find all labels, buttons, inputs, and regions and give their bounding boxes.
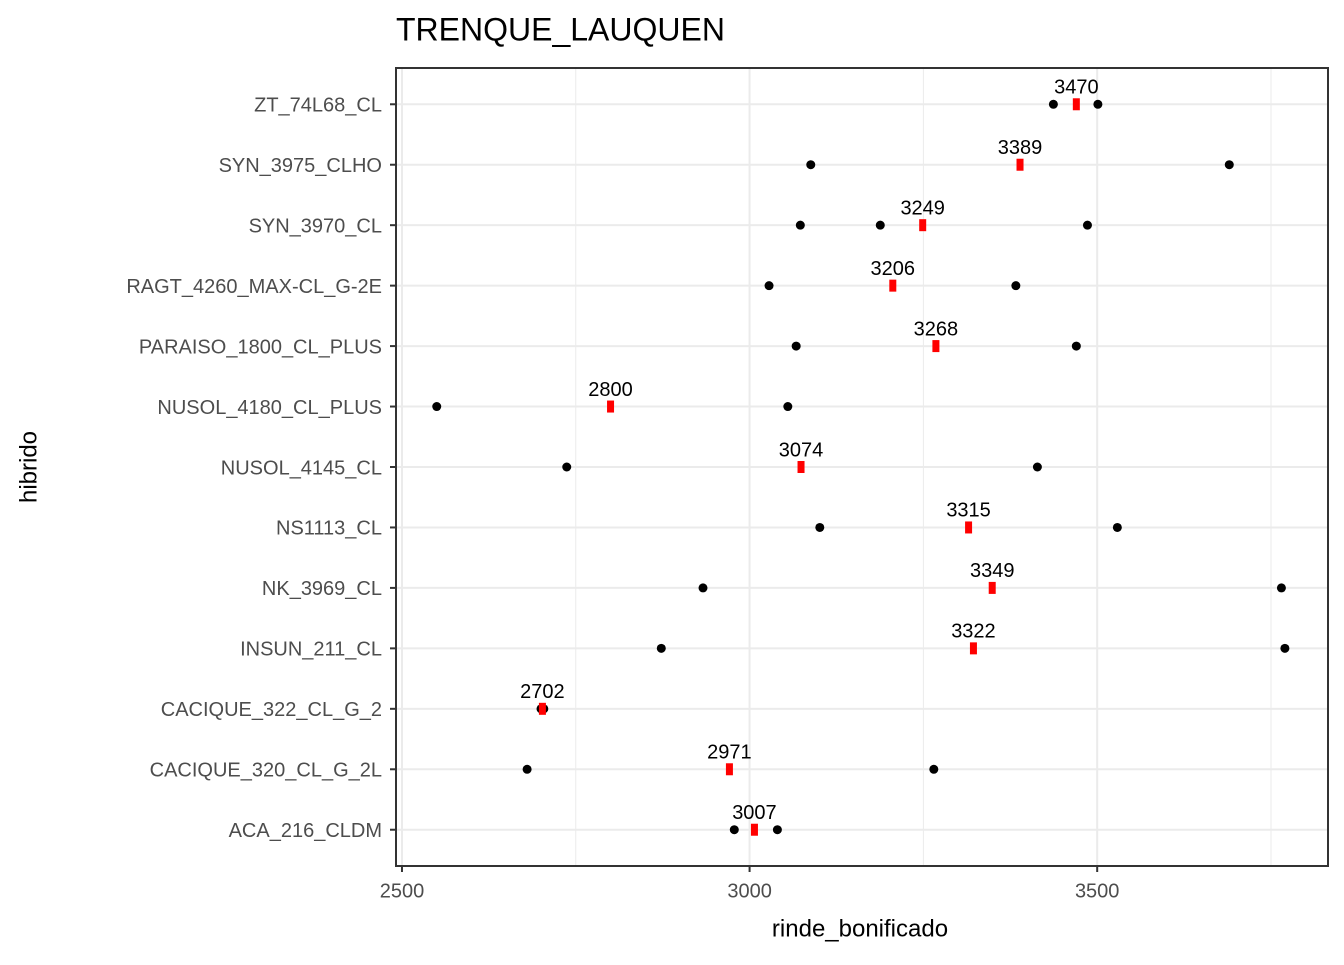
observation-point: [1032, 462, 1042, 472]
mean-label: 2702: [520, 681, 565, 703]
observation-point: [1071, 341, 1081, 351]
y-tick-label: ACA_216_CLDM: [229, 820, 382, 842]
y-axis-title: hibrido: [15, 431, 42, 503]
y-tick-label: NK_3969_CL: [262, 578, 382, 600]
mean-label: 3349: [970, 560, 1015, 582]
observation-point: [764, 281, 774, 291]
observation-point: [1112, 522, 1122, 532]
chart-title: TRENQUE_LAUQUEN: [396, 11, 725, 47]
observation-point: [806, 160, 816, 170]
observation-point: [1082, 220, 1092, 230]
mean-mark: [965, 521, 973, 534]
mean-mark: [969, 642, 977, 655]
x-axis-title: rinde_bonificado: [772, 915, 948, 942]
observation-point: [1011, 281, 1021, 291]
mean-label: 2971: [707, 742, 752, 764]
y-tick-label: CACIQUE_320_CL_G_2L: [150, 760, 382, 782]
mean-mark: [1016, 158, 1024, 171]
mean-label: 3206: [871, 258, 916, 280]
mean-mark: [889, 279, 897, 292]
observation-point: [783, 402, 793, 412]
observation-point: [656, 643, 666, 653]
observation-point: [1276, 583, 1286, 593]
y-tick-label: INSUN_211_CL: [240, 639, 382, 661]
mean-label: 2800: [588, 379, 633, 401]
y-tick-label: ZT_74L68_CL: [254, 95, 382, 117]
mean-mark: [919, 219, 927, 232]
mean-label: 3322: [951, 621, 996, 643]
y-tick-label: NUSOL_4145_CL: [221, 457, 382, 479]
mean-mark: [1072, 98, 1080, 111]
mean-label: 3389: [998, 137, 1043, 159]
observation-point: [875, 220, 885, 230]
mean-label: 3470: [1054, 77, 1099, 99]
observation-point: [1093, 99, 1103, 109]
y-tick-label: CACIQUE_322_CL_G_2: [161, 699, 382, 721]
observation-point: [795, 220, 805, 230]
observation-point: [1224, 160, 1234, 170]
mean-label: 3315: [946, 500, 991, 522]
y-tick-label: PARAISO_1800_CL_PLUS: [139, 336, 382, 358]
mean-label: 3007: [732, 802, 777, 824]
mean-mark: [607, 400, 615, 413]
observation-point: [729, 825, 739, 835]
x-tick-label: 2500: [380, 880, 425, 902]
y-tick-label: NUSOL_4180_CL_PLUS: [157, 397, 382, 419]
panel-border: [395, 67, 1329, 867]
x-tick-label: 3000: [727, 880, 772, 902]
mean-label: 3268: [914, 318, 959, 340]
observation-point: [815, 522, 825, 532]
observation-point: [1280, 643, 1290, 653]
y-tick-label: NS1113_CL: [276, 518, 382, 540]
observation-point: [1048, 99, 1058, 109]
mean-mark: [988, 581, 996, 594]
observation-point: [432, 402, 442, 412]
mean-label: 3249: [900, 197, 945, 219]
y-tick-label: RAGT_4260_MAX-CL_G-2E: [126, 276, 382, 298]
mean-mark: [538, 702, 546, 715]
y-tick-label: SYN_3970_CL: [249, 215, 382, 237]
mean-mark: [725, 763, 733, 776]
observation-point: [698, 583, 708, 593]
x-tick-label: 3500: [1075, 880, 1120, 902]
mean-mark: [932, 340, 940, 353]
observation-point: [562, 462, 572, 472]
observation-point: [772, 825, 782, 835]
observation-point: [791, 341, 801, 351]
mean-label: 3074: [779, 439, 824, 461]
mean-mark: [797, 461, 805, 473]
observation-point: [929, 764, 939, 774]
mean-mark: [750, 823, 758, 836]
y-tick-label: SYN_3975_CLHO: [219, 155, 382, 177]
observation-point: [522, 764, 532, 774]
